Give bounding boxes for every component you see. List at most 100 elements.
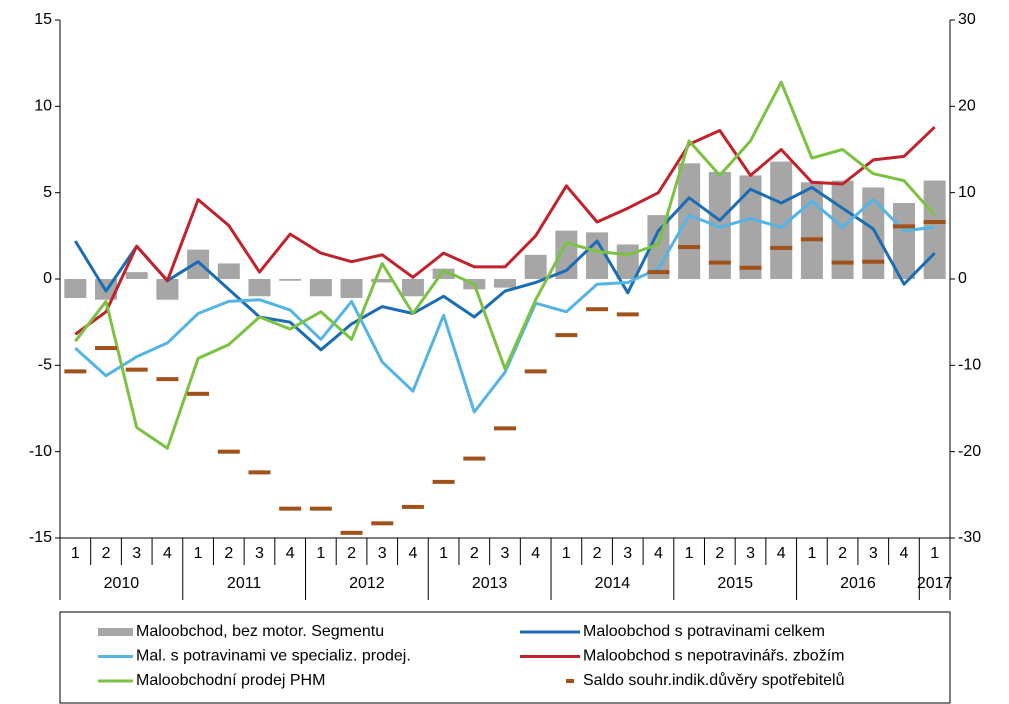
- dash-marker: [923, 220, 946, 225]
- x-tick-label: 3: [746, 545, 755, 562]
- dash-marker: [309, 506, 332, 511]
- dash-marker: [892, 224, 915, 229]
- line: [74, 80, 936, 450]
- bar: [647, 215, 670, 279]
- dash-marker: [187, 391, 210, 396]
- dash-marker: [831, 260, 854, 265]
- dash-marker: [524, 369, 547, 374]
- bar: [708, 171, 731, 279]
- x-tick-label: 4: [654, 545, 663, 562]
- x-group-label: 2012: [349, 575, 385, 592]
- bar: [616, 244, 639, 279]
- dash-marker: [739, 265, 762, 270]
- x-tick-label: 2: [224, 545, 233, 562]
- x-tick-label: 1: [439, 545, 448, 562]
- x-tick-label: 1: [930, 545, 939, 562]
- x-tick-label: 3: [501, 545, 510, 562]
- x-tick-label: 4: [777, 545, 786, 562]
- y-tick-label: -10: [29, 443, 52, 460]
- dash-marker: [95, 346, 118, 351]
- y-tick-label: 10: [34, 98, 52, 115]
- line: [74, 198, 935, 414]
- x-tick-label: 3: [869, 545, 878, 562]
- bar: [187, 249, 210, 279]
- x-tick-label: 1: [71, 545, 80, 562]
- dash-marker: [463, 456, 486, 461]
- x-tick-label: 3: [132, 545, 141, 562]
- y2-tick-label: 20: [958, 98, 976, 115]
- x-tick-label: 1: [562, 545, 571, 562]
- bar: [156, 279, 179, 300]
- bar: [279, 279, 302, 281]
- dash-marker: [64, 369, 87, 374]
- y-tick-label: 0: [43, 270, 52, 287]
- x-group-label: 2014: [595, 575, 631, 592]
- x-tick-label: 2: [715, 545, 724, 562]
- dash-marker: [494, 426, 516, 431]
- y-tick-label: 5: [43, 184, 52, 201]
- legend-label: Maloobchod, bez motor. Segmentu: [136, 623, 384, 640]
- x-tick-label: 1: [316, 545, 325, 562]
- dash-marker: [555, 333, 578, 338]
- bar: [862, 187, 885, 279]
- bar: [217, 263, 240, 279]
- bar: [678, 163, 701, 279]
- x-tick-label: 2: [838, 545, 847, 562]
- legend-label: Maloobchod s potravinami celkem: [583, 623, 825, 640]
- x-tick-label: 2: [593, 545, 602, 562]
- bar: [892, 203, 915, 279]
- x-tick-label: 1: [194, 545, 203, 562]
- x-group-label: 2010: [104, 575, 140, 592]
- legend-label: Maloobchodní prodej PHM: [136, 672, 325, 689]
- x-tick-label: 4: [531, 545, 540, 562]
- dash-marker: [371, 521, 394, 526]
- dash-marker: [708, 260, 731, 265]
- bar: [923, 180, 946, 279]
- dash-marker: [862, 259, 885, 264]
- bar: [248, 279, 271, 297]
- bar: [586, 232, 609, 279]
- y2-tick-label: 30: [958, 11, 976, 28]
- dash-marker: [678, 245, 701, 250]
- bar: [494, 279, 516, 288]
- dash-marker: [217, 449, 240, 454]
- legend-label: Saldo souhr.indik.důvěry spotřebitelů: [583, 671, 845, 689]
- dash-marker: [800, 237, 823, 242]
- x-tick-label: 4: [163, 545, 172, 562]
- bar: [432, 268, 455, 279]
- x-tick-label: 2: [102, 545, 111, 562]
- bar: [309, 279, 332, 297]
- y2-tick-label: 0: [958, 270, 967, 287]
- x-tick-label: 1: [685, 545, 694, 562]
- dash-marker: [401, 504, 424, 509]
- y-tick-label: -5: [38, 357, 52, 374]
- dash-marker: [125, 367, 148, 372]
- bar: [371, 279, 394, 283]
- x-tick-label: 4: [408, 545, 417, 562]
- x-tick-label: 3: [378, 545, 387, 562]
- bar: [125, 272, 148, 279]
- y2-tick-label: -30: [958, 529, 981, 546]
- dash-marker: [340, 530, 363, 535]
- dash-marker: [770, 245, 793, 250]
- x-tick-label: 4: [286, 545, 295, 562]
- x-group-label: 2017: [917, 575, 953, 592]
- legend-label: Mal. s potravinami ve specializ. prodej.: [136, 648, 411, 665]
- x-group-label: 2013: [472, 575, 508, 592]
- legend-box: [59, 611, 951, 704]
- x-tick-label: 2: [347, 545, 356, 562]
- x-group-label: 2011: [227, 575, 262, 592]
- dash-marker: [616, 312, 639, 317]
- bar: [524, 254, 547, 279]
- dash-marker: [248, 470, 271, 475]
- legend-swatch: [566, 679, 574, 683]
- x-tick-label: 3: [255, 545, 264, 562]
- bar: [800, 182, 823, 279]
- line: [74, 126, 936, 336]
- bar: [340, 279, 363, 298]
- dash-marker: [432, 479, 455, 484]
- x-tick-label: 3: [623, 545, 632, 562]
- dash-marker: [156, 377, 179, 382]
- y-tick-label: 15: [34, 11, 52, 28]
- x-tick-label: 4: [900, 545, 909, 562]
